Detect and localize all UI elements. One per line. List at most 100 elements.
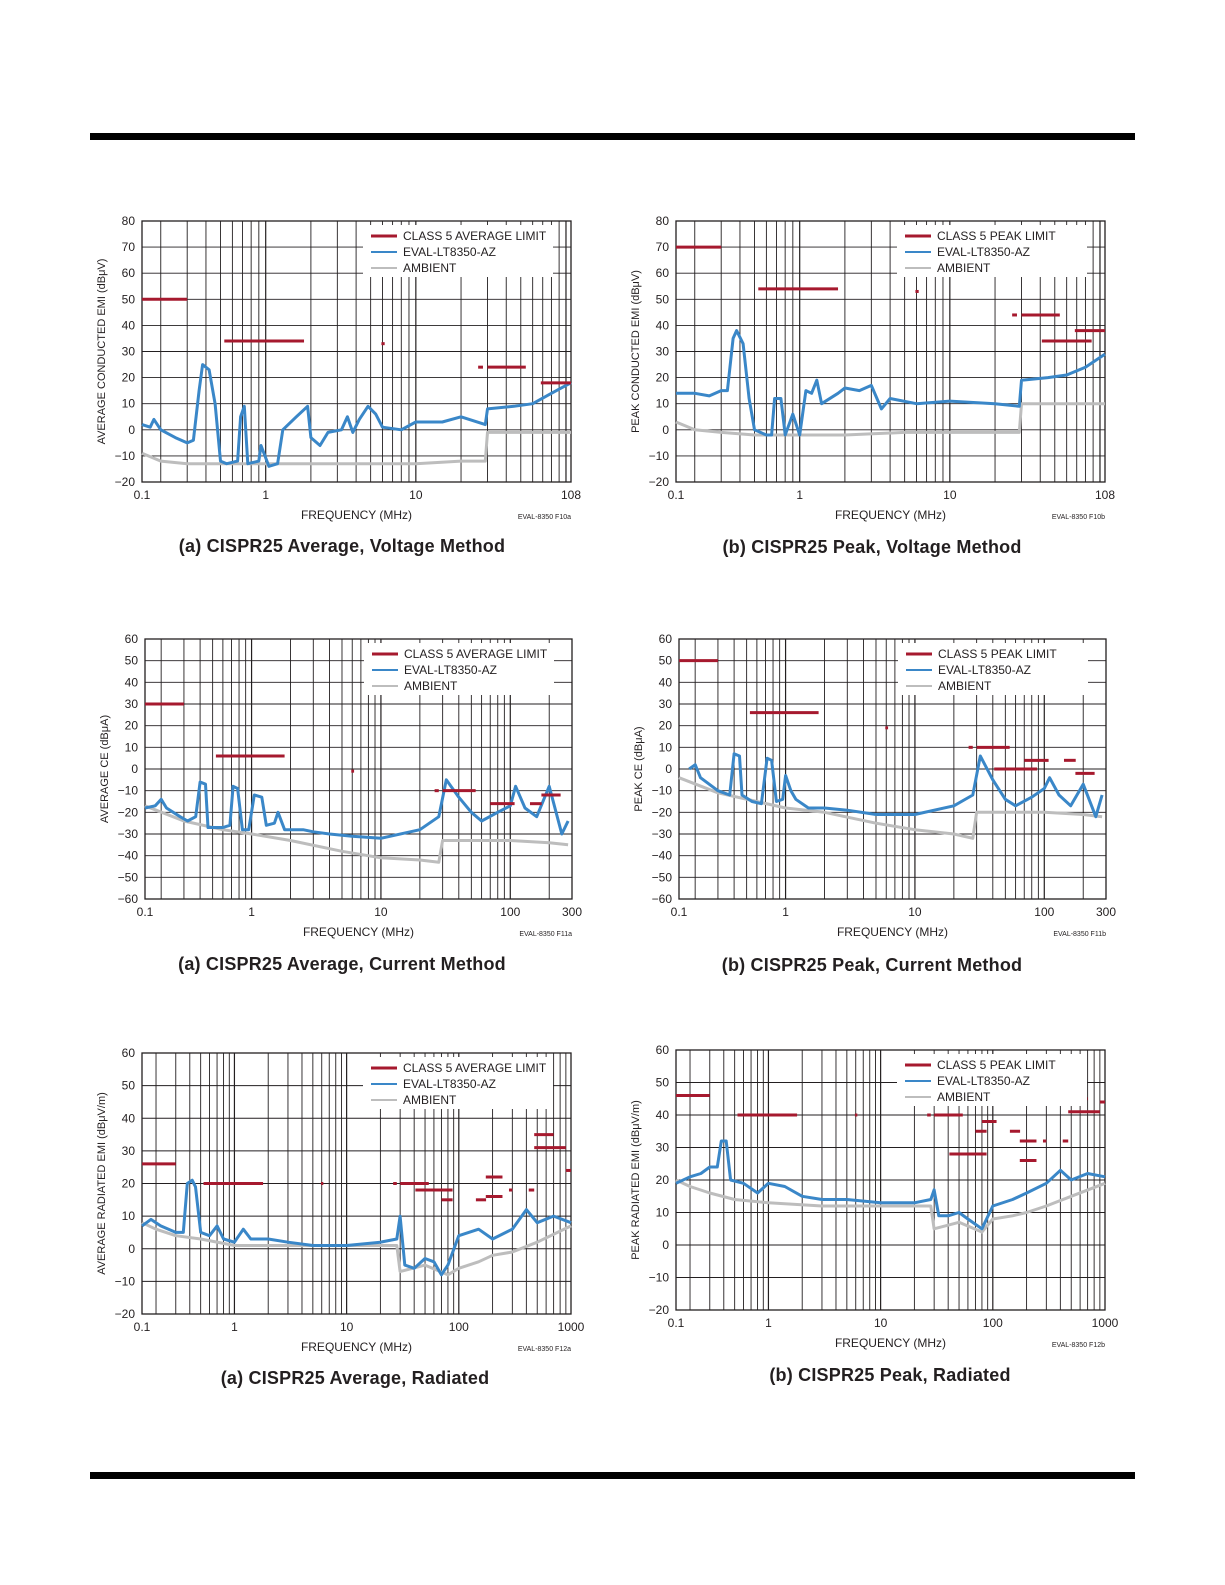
y-tick-label: −10 bbox=[115, 449, 136, 463]
y-tick-label: 10 bbox=[125, 740, 139, 754]
y-tick-label: −20 bbox=[652, 805, 673, 819]
x-tick-label: 10 bbox=[908, 905, 922, 919]
eval-series-line bbox=[141, 363, 572, 468]
y-tick-label: 40 bbox=[125, 675, 139, 689]
x-tick-label: 0.1 bbox=[668, 1316, 685, 1330]
eval-series-line bbox=[688, 752, 1104, 819]
y-tick-label: 10 bbox=[122, 1209, 136, 1223]
y-tick-label: 50 bbox=[656, 292, 670, 306]
x-tick-label: 300 bbox=[562, 905, 582, 919]
x-tick-label: 108 bbox=[561, 488, 581, 502]
ambient-series-line bbox=[675, 1178, 1106, 1234]
plot-frame bbox=[141, 1052, 572, 1315]
legend: CLASS 5 AVERAGE LIMIT EVAL-LT8350-AZ AMBIE… bbox=[364, 643, 554, 695]
figure-code: EVAL-8350 F11a bbox=[519, 931, 572, 938]
legend-label: EVAL-LT8350-AZ bbox=[937, 245, 1030, 259]
ambient-series-line bbox=[141, 430, 571, 466]
x-tick-label: 10 bbox=[374, 905, 388, 919]
y-tick-label: 30 bbox=[122, 1144, 136, 1158]
plot-frame bbox=[675, 220, 1106, 483]
y-tick-label: 70 bbox=[656, 240, 670, 254]
chart-5: −20 −10 0 10 20 30 40 50 60 0.1 1 10 100 1000 FREQUENC… bbox=[96, 1046, 585, 1354]
y-tick-label: 30 bbox=[656, 345, 670, 359]
y-tick-label: 0 bbox=[665, 762, 672, 776]
chart-1: −20 −10 0 10 20 30 40 50 60 70 80 0.1 1 10 108 FREQUENC… bbox=[96, 214, 581, 522]
legend-label: EVAL-LT8350-AZ bbox=[938, 663, 1031, 677]
x-tick-label: 0.1 bbox=[134, 488, 151, 502]
x-tick-label: 1 bbox=[262, 488, 269, 502]
legend-label: EVAL-LT8350-AZ bbox=[403, 245, 496, 259]
x-tick-label: 1 bbox=[782, 905, 789, 919]
figure-code: EVAL-8350 F12b bbox=[1052, 1342, 1105, 1349]
caption-4: (b) CISPR25 Peak, Current Method bbox=[721, 955, 1023, 975]
x-tick-label: 0.1 bbox=[137, 905, 154, 919]
x-axis-label: FREQUENCY (MHz) bbox=[303, 925, 414, 939]
y-tick-label: 50 bbox=[659, 654, 673, 668]
y-tick-label: −20 bbox=[115, 475, 136, 489]
y-axis-label: AVERAGE RADIATED EMI (dBμV/m) bbox=[96, 1092, 108, 1275]
y-tick-label: −10 bbox=[649, 449, 670, 463]
y-tick-label: 40 bbox=[659, 675, 673, 689]
y-tick-label: 40 bbox=[122, 1111, 136, 1125]
figure-code: EVAL-8350 F11b bbox=[1053, 931, 1106, 938]
x-tick-label: 1 bbox=[248, 905, 255, 919]
x-tick-label: 10 bbox=[409, 488, 423, 502]
x-tick-label: 10 bbox=[874, 1316, 888, 1330]
legend: CLASS 5 AVERAGE LIMIT EVAL-LT8350-AZ AMBIE… bbox=[363, 1057, 553, 1109]
y-tick-label: 70 bbox=[122, 240, 136, 254]
x-tick-label: 10 bbox=[340, 1320, 354, 1334]
y-tick-label: −60 bbox=[118, 892, 139, 906]
y-tick-label: −50 bbox=[652, 870, 673, 884]
y-tick-label: −20 bbox=[118, 805, 139, 819]
y-tick-label: 10 bbox=[656, 1206, 670, 1220]
x-axis-label: FREQUENCY (MHz) bbox=[835, 508, 946, 522]
y-tick-label: −40 bbox=[652, 849, 673, 863]
y-tick-label: 30 bbox=[122, 345, 136, 359]
x-tick-label: 0.1 bbox=[668, 488, 685, 502]
y-tick-label: 10 bbox=[122, 397, 136, 411]
legend: CLASS 5 PEAK LIMIT EVAL-LT8350-AZ AMBIENT bbox=[898, 643, 1088, 695]
ambient-series-line bbox=[144, 804, 569, 864]
chart-2: −20 −10 0 10 20 30 40 50 60 70 80 0.1 1 10 108 FREQUENC… bbox=[630, 214, 1115, 522]
legend-label: EVAL-LT8350-AZ bbox=[403, 1077, 496, 1091]
y-axis-label: PEAK CONDUCTED EMI (dBμV) bbox=[630, 270, 642, 433]
y-tick-label: −20 bbox=[649, 1303, 670, 1317]
legend-label: AMBIENT bbox=[403, 261, 457, 275]
caption-6: (b) CISPR25 Peak, Radiated bbox=[769, 1365, 1011, 1385]
y-tick-label: 0 bbox=[131, 762, 138, 776]
x-tick-label: 1 bbox=[765, 1316, 772, 1330]
x-tick-label: 100 bbox=[1034, 905, 1054, 919]
x-tick-label: 1 bbox=[796, 488, 803, 502]
y-tick-label: −60 bbox=[652, 892, 673, 906]
plot-frame bbox=[678, 638, 1107, 900]
x-tick-label: 108 bbox=[1095, 488, 1115, 502]
legend: CLASS 5 PEAK LIMIT EVAL-LT8350-AZ AMBIENT bbox=[897, 1054, 1087, 1106]
y-tick-label: 60 bbox=[656, 1043, 670, 1057]
x-tick-label: 1000 bbox=[1092, 1316, 1119, 1330]
plot-frame bbox=[141, 220, 572, 483]
legend-label: AMBIENT bbox=[938, 679, 992, 693]
eval-series-line bbox=[141, 1178, 572, 1277]
x-tick-label: 100 bbox=[983, 1316, 1003, 1330]
chart-6: −20 −10 0 10 20 30 40 50 60 0.1 1 10 100 1000 FREQUENC… bbox=[630, 1043, 1119, 1350]
y-tick-label: 60 bbox=[656, 266, 670, 280]
y-tick-label: 40 bbox=[656, 1108, 670, 1122]
y-tick-label: −20 bbox=[115, 1307, 136, 1321]
y-tick-label: 60 bbox=[125, 632, 139, 646]
y-tick-label: 60 bbox=[659, 632, 673, 646]
y-axis-label: AVERAGE CE (dBμA) bbox=[99, 715, 111, 823]
x-axis-label: FREQUENCY (MHz) bbox=[837, 925, 948, 939]
x-tick-label: 100 bbox=[500, 905, 520, 919]
y-tick-label: 80 bbox=[122, 214, 136, 228]
x-tick-label: 10 bbox=[943, 488, 957, 502]
x-tick-label: 0.1 bbox=[134, 1320, 151, 1334]
y-tick-label: 40 bbox=[122, 318, 136, 332]
y-tick-label: −30 bbox=[118, 827, 139, 841]
legend: CLASS 5 PEAK LIMIT EVAL-LT8350-AZ AMBIENT bbox=[897, 225, 1087, 277]
eval-series-line bbox=[144, 778, 570, 840]
eval-series-line bbox=[675, 1139, 1106, 1231]
chart-4: −60 −50 −40 −30 −20 −10 0 10 20 30 40 50 60 0.1 1 10 100… bbox=[633, 632, 1116, 939]
figure-code: EVAL-8350 F10b bbox=[1052, 514, 1105, 521]
legend-label: AMBIENT bbox=[937, 261, 991, 275]
x-axis-label: FREQUENCY (MHz) bbox=[301, 1340, 412, 1354]
